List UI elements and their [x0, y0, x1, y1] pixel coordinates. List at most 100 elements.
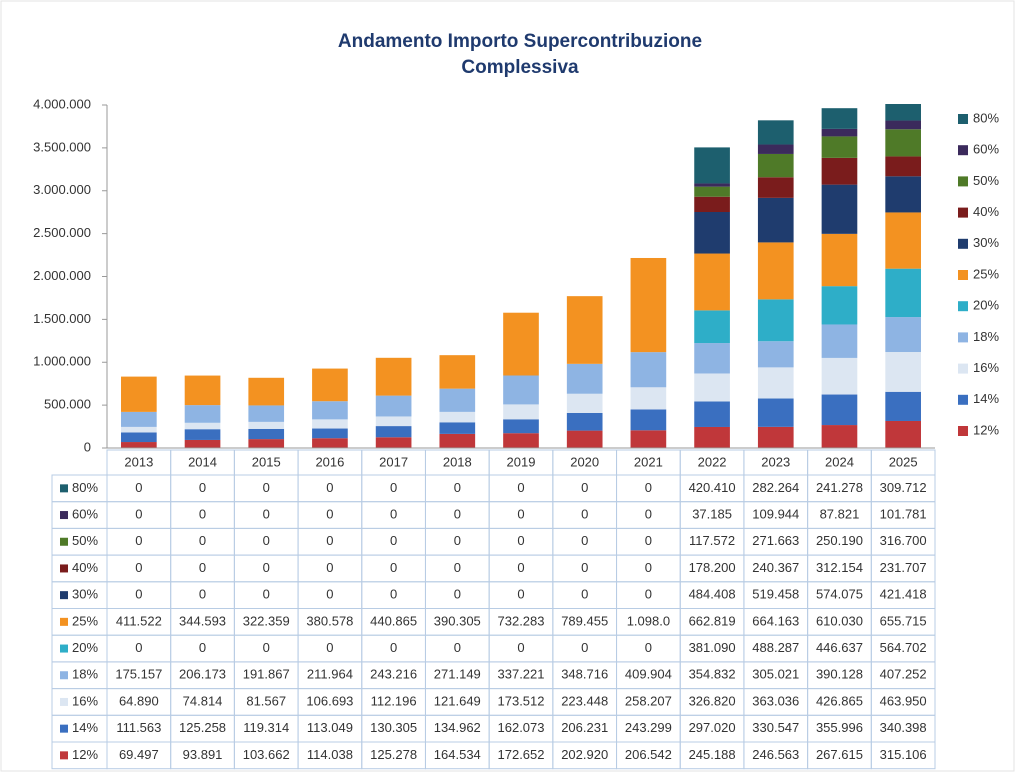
bar-segment [375, 416, 412, 427]
x-tick-label: 2017 [379, 454, 408, 469]
table-row-label: 80% [72, 480, 98, 495]
table-legend-key [60, 751, 68, 760]
bar-segment [757, 398, 794, 427]
table-value: 240.367 [752, 560, 799, 575]
table-value: 0 [135, 533, 142, 548]
x-tick-label: 2025 [889, 454, 918, 469]
table-value: 0 [581, 587, 588, 602]
table-row-label: 14% [72, 720, 98, 735]
bar-segment [312, 401, 348, 420]
x-tick-label: 2014 [188, 454, 217, 469]
legend-key [958, 207, 968, 218]
bar-segment [694, 196, 730, 213]
legend-key [958, 301, 968, 312]
table-value: 610.030 [816, 613, 863, 628]
table-value: 305.021 [752, 667, 799, 682]
bar-segment [566, 296, 603, 364]
table-value: 0 [454, 533, 461, 548]
table-value: 241.278 [816, 480, 863, 495]
table-value: 243.299 [625, 720, 672, 735]
bar-segment [694, 373, 730, 402]
table-value: 420.410 [689, 480, 736, 495]
table-value: 0 [390, 587, 397, 602]
table-value: 37.185 [692, 506, 732, 521]
table-value: 0 [390, 533, 397, 548]
table-value: 519.458 [752, 587, 799, 602]
table-value: 348.716 [561, 667, 608, 682]
table-value: 0 [135, 560, 142, 575]
bar-segment [248, 377, 285, 406]
table-value: 297.020 [689, 720, 736, 735]
table-value: 662.819 [689, 613, 736, 628]
table-value: 0 [454, 560, 461, 575]
table-value: 0 [135, 506, 142, 521]
table-row-label: 16% [72, 693, 98, 708]
table-legend-key [60, 617, 68, 626]
bar-segment [375, 395, 412, 417]
bar-segment [757, 341, 794, 368]
table-value: 112.196 [371, 693, 417, 708]
table-value: 789.455 [561, 613, 608, 628]
table-value: 206.173 [179, 667, 226, 682]
table-value: 0 [199, 506, 206, 521]
bar-segment [821, 324, 858, 358]
x-tick-label: 2016 [315, 454, 344, 469]
bar-segment [121, 432, 157, 443]
bar-segment [757, 197, 794, 243]
table-value: 312.154 [816, 560, 863, 575]
legend-label: 40% [973, 204, 999, 219]
bar-segment [503, 312, 539, 376]
table-value: 0 [581, 640, 588, 655]
table-value: 574.075 [816, 587, 863, 602]
legend-label: 80% [973, 110, 999, 125]
legend-key [958, 426, 968, 436]
table-value: 282.264 [752, 480, 799, 495]
table-value: 245.188 [689, 747, 736, 762]
table-legend-key [60, 537, 68, 546]
legend-label: 30% [973, 235, 999, 250]
table-value: 113.049 [307, 720, 353, 735]
bar-segment [439, 411, 476, 423]
table-value: 0 [581, 560, 588, 575]
table-value: 111.563 [116, 720, 161, 735]
table-value: 271.663 [752, 533, 799, 548]
bar-segment [885, 104, 921, 121]
table-value: 322.359 [243, 613, 290, 628]
table-value: 172.652 [498, 747, 545, 762]
table-value: 0 [517, 506, 524, 521]
chart-title: Andamento Importo Supercontribuzione [338, 31, 702, 52]
table-value: 488.287 [752, 640, 799, 655]
table-value: 309.712 [880, 480, 927, 495]
bar-segment [184, 422, 221, 430]
bar-segment [821, 184, 858, 234]
legend-label: 50% [973, 173, 999, 188]
table-value: 0 [263, 560, 270, 575]
table-value: 355.996 [816, 720, 863, 735]
table-value: 316.700 [880, 533, 927, 548]
bar-segment [821, 157, 858, 185]
table-row-label: 40% [72, 560, 98, 575]
table-value: 655.715 [880, 613, 927, 628]
bar-segment [248, 428, 285, 440]
bar-segment [439, 355, 476, 389]
table-legend-key [60, 671, 68, 680]
legend-key [958, 145, 968, 156]
table-value: 0 [517, 640, 524, 655]
table-value: 0 [199, 480, 206, 495]
bar-segment [757, 242, 794, 300]
legend-label: 14% [973, 391, 999, 406]
table-value: 0 [517, 560, 524, 575]
bar-segment [375, 426, 412, 438]
table-value: 0 [581, 480, 588, 495]
table-value: 243.216 [370, 667, 417, 682]
bar-segment [757, 120, 794, 145]
y-tick-label: 1.000.000 [33, 354, 91, 369]
legend-key [958, 114, 968, 124]
table-legend-key [60, 564, 68, 573]
table-value: 0 [645, 587, 652, 602]
bar-segment [885, 120, 921, 130]
bar-segment [375, 357, 412, 396]
table-value: 206.542 [625, 747, 672, 762]
table-value: 344.593 [179, 613, 226, 628]
